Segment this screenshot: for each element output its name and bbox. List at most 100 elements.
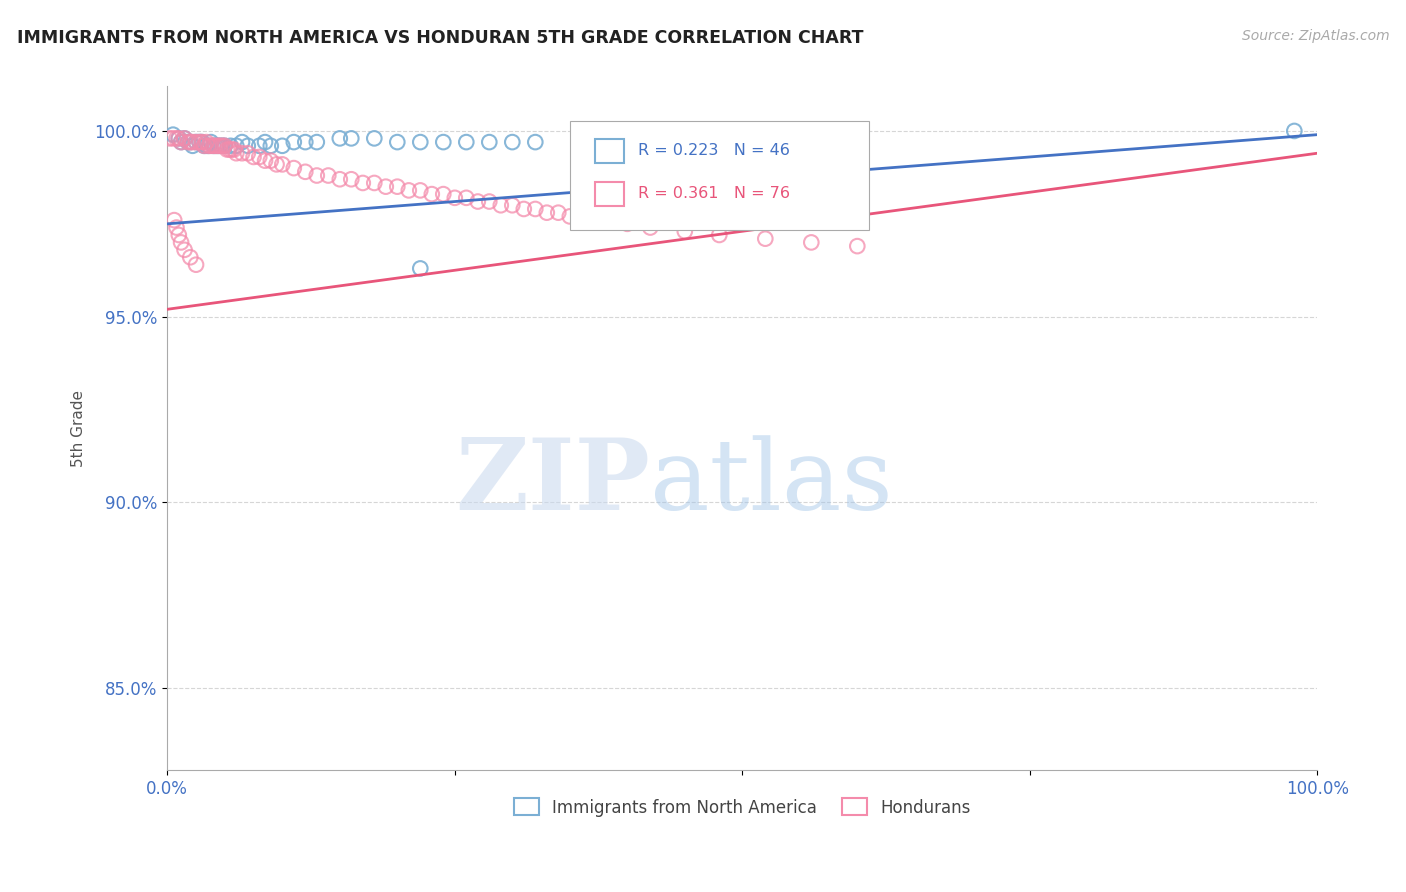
Point bbox=[363, 131, 385, 145]
Point bbox=[673, 224, 696, 238]
Point bbox=[177, 135, 200, 149]
Point bbox=[207, 138, 229, 153]
Point bbox=[283, 161, 305, 175]
Point bbox=[569, 210, 592, 224]
Point bbox=[242, 150, 264, 164]
Point bbox=[305, 135, 328, 149]
Point bbox=[616, 135, 638, 149]
Point bbox=[709, 227, 731, 242]
Text: ZIP: ZIP bbox=[456, 434, 651, 532]
Point bbox=[524, 135, 547, 149]
Point bbox=[329, 131, 352, 145]
Point bbox=[173, 243, 195, 257]
Point bbox=[200, 135, 222, 149]
Point bbox=[163, 213, 186, 227]
Text: Source: ZipAtlas.com: Source: ZipAtlas.com bbox=[1241, 29, 1389, 43]
Point bbox=[640, 220, 662, 235]
Point bbox=[467, 194, 489, 209]
Point bbox=[266, 157, 288, 171]
Point bbox=[260, 138, 283, 153]
Point bbox=[209, 138, 232, 153]
Point bbox=[271, 157, 294, 171]
Point bbox=[409, 183, 432, 197]
Point bbox=[179, 250, 201, 264]
Point bbox=[162, 131, 184, 145]
Point bbox=[340, 172, 363, 186]
Point bbox=[231, 135, 253, 149]
Point bbox=[254, 135, 277, 149]
Point bbox=[340, 131, 363, 145]
Point bbox=[204, 138, 226, 153]
Point bbox=[398, 183, 420, 197]
Point bbox=[432, 135, 454, 149]
Point bbox=[271, 138, 294, 153]
Point bbox=[294, 135, 316, 149]
Point bbox=[191, 135, 214, 149]
Point bbox=[173, 131, 195, 145]
Point bbox=[207, 138, 229, 153]
Point bbox=[162, 128, 184, 142]
Point bbox=[177, 135, 200, 149]
Point bbox=[456, 191, 478, 205]
Point bbox=[236, 146, 259, 161]
Point bbox=[195, 138, 218, 153]
Point bbox=[593, 213, 616, 227]
Point bbox=[214, 138, 236, 153]
Text: IMMIGRANTS FROM NORTH AMERICA VS HONDURAN 5TH GRADE CORRELATION CHART: IMMIGRANTS FROM NORTH AMERICA VS HONDURA… bbox=[17, 29, 863, 46]
Text: R = 0.361   N = 76: R = 0.361 N = 76 bbox=[638, 186, 790, 202]
Point bbox=[432, 187, 454, 202]
Point bbox=[170, 135, 193, 149]
Point bbox=[513, 202, 536, 216]
Point bbox=[166, 131, 188, 145]
Point bbox=[352, 176, 374, 190]
Point bbox=[316, 169, 339, 183]
Point bbox=[846, 239, 869, 253]
Point bbox=[489, 198, 512, 212]
Point bbox=[305, 169, 328, 183]
Point bbox=[387, 179, 409, 194]
Point bbox=[329, 172, 352, 186]
Point bbox=[202, 138, 225, 153]
FancyBboxPatch shape bbox=[569, 120, 869, 230]
Point bbox=[193, 138, 215, 153]
Point bbox=[420, 187, 443, 202]
Point bbox=[225, 138, 247, 153]
Point bbox=[221, 143, 243, 157]
Point bbox=[501, 198, 523, 212]
Point bbox=[225, 146, 247, 161]
Point bbox=[195, 135, 218, 149]
Point bbox=[181, 135, 204, 149]
Point bbox=[247, 150, 270, 164]
Point bbox=[200, 138, 222, 153]
Point bbox=[294, 165, 316, 179]
Point bbox=[363, 176, 385, 190]
Point bbox=[211, 138, 233, 153]
Point bbox=[218, 143, 240, 157]
Point bbox=[197, 138, 219, 153]
Point bbox=[181, 138, 204, 153]
Point bbox=[236, 138, 259, 153]
Point bbox=[217, 143, 239, 157]
Point bbox=[409, 135, 432, 149]
Point bbox=[184, 135, 207, 149]
Point bbox=[231, 146, 253, 161]
Point bbox=[547, 205, 569, 219]
Point bbox=[184, 135, 207, 149]
Point bbox=[374, 179, 396, 194]
Point bbox=[170, 235, 193, 250]
Point bbox=[478, 194, 501, 209]
Point bbox=[222, 143, 245, 157]
Point bbox=[209, 138, 232, 153]
Point bbox=[478, 135, 501, 149]
Point bbox=[193, 138, 215, 153]
Point bbox=[536, 205, 558, 219]
Point bbox=[179, 135, 201, 149]
Point bbox=[179, 135, 201, 149]
Point bbox=[254, 153, 277, 168]
Point bbox=[616, 217, 638, 231]
Legend: Immigrants from North America, Hondurans: Immigrants from North America, Hondurans bbox=[508, 792, 977, 823]
Point bbox=[197, 138, 219, 153]
Point bbox=[173, 131, 195, 145]
Point bbox=[202, 138, 225, 153]
Point bbox=[167, 131, 190, 145]
